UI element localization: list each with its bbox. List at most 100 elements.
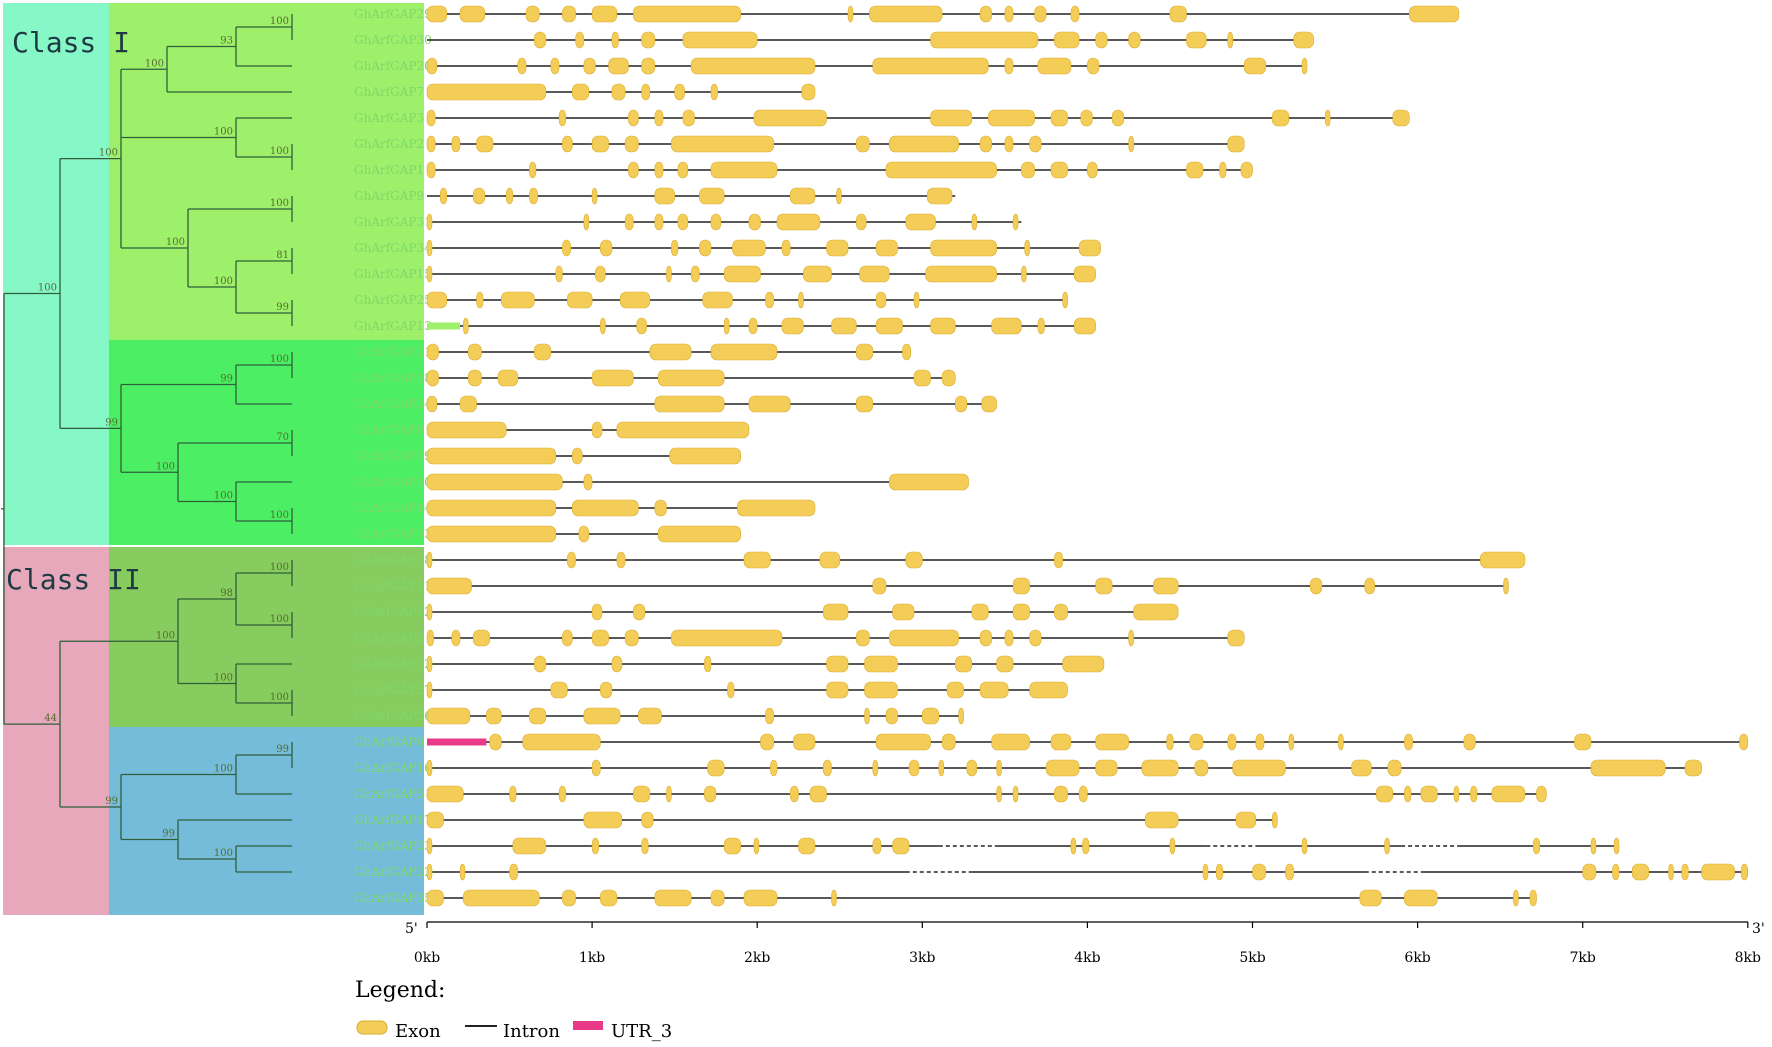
exon-block: [591, 421, 603, 439]
exon-block: [591, 187, 598, 205]
exon-block: [1050, 733, 1072, 751]
exon-block: [476, 135, 494, 153]
gene-label: GhArfGAP25: [354, 293, 432, 307]
gene-structures: [426, 5, 1749, 907]
exon-block: [888, 629, 959, 647]
exon-block: [991, 733, 1030, 751]
exon-block: [426, 473, 563, 491]
gene-structure-row: [426, 161, 1253, 179]
bootstrap-value: 99: [220, 374, 233, 385]
gene-structure-row: [426, 447, 741, 465]
bootstrap-value: 99: [105, 417, 118, 428]
gene-label: GhArfGAP19: [354, 449, 432, 463]
exon-block: [611, 83, 626, 101]
exon-block: [505, 187, 514, 205]
exon-block: [595, 265, 606, 283]
exon-block: [517, 57, 527, 75]
exon-block: [723, 837, 741, 855]
exon-block: [583, 473, 593, 491]
exon-block: [955, 655, 973, 673]
exon-block: [489, 733, 502, 751]
gene-label: GhArfGAP11: [354, 579, 432, 593]
exon-block: [1387, 759, 1402, 777]
bootstrap-value: 100: [214, 764, 233, 775]
exon-block: [1255, 733, 1265, 751]
gene-label: GhArfGAP7: [354, 85, 424, 99]
exon-block: [1054, 603, 1068, 621]
gene-structure-row: [426, 577, 1509, 595]
axis-tick-label: 6kb: [1404, 950, 1430, 966]
exon-block: [765, 291, 775, 309]
exon-block: [855, 395, 874, 413]
exon-block: [996, 655, 1014, 673]
exon-block: [525, 5, 540, 23]
exon-block: [743, 551, 771, 569]
exon-block: [1740, 863, 1749, 881]
bootstrap-value: 100: [214, 127, 233, 138]
exon-block: [690, 57, 816, 75]
exon-block: [1169, 837, 1176, 855]
exon-block: [819, 551, 841, 569]
gene-label: GhArfGAP16: [354, 761, 432, 775]
exon-block: [822, 603, 849, 621]
exon-block: [426, 551, 433, 569]
three-prime-label: 3': [1752, 921, 1765, 937]
exon-block: [1004, 135, 1014, 153]
exon-block: [555, 265, 563, 283]
gene-structure-row: [427, 733, 1749, 751]
exon-block: [1045, 759, 1080, 777]
exon-block: [1453, 785, 1460, 803]
exon-block: [1532, 837, 1541, 855]
exon-block: [1463, 733, 1476, 751]
gene-structure-row: [426, 707, 964, 725]
exon-block: [710, 213, 722, 231]
exon-block: [1095, 733, 1129, 751]
exon-block: [1288, 733, 1295, 751]
exon-block: [426, 291, 448, 309]
exon-block: [666, 785, 672, 803]
gene-structure-row: [426, 213, 1022, 231]
exon-block: [1111, 109, 1125, 127]
exon-block: [654, 213, 664, 231]
exon-block: [872, 759, 879, 777]
exon-block: [885, 707, 898, 725]
exon-block: [472, 187, 486, 205]
class-i-label: Class I: [12, 26, 130, 59]
exon-block: [855, 213, 867, 231]
gene-structure-row: [426, 421, 750, 439]
exon-block: [591, 369, 634, 387]
exon-block: [930, 31, 1039, 49]
gene-structure-row: [426, 681, 1068, 699]
exon-block: [1235, 811, 1257, 829]
exon-block: [500, 291, 535, 309]
exon-block: [1012, 577, 1030, 595]
exon-block: [809, 785, 827, 803]
exon-block: [710, 83, 718, 101]
exon-block: [941, 369, 956, 387]
subgroup-1-background: [109, 3, 424, 340]
gene-structure-row: [426, 395, 997, 413]
utr-segment: [427, 322, 461, 330]
exon-block: [1574, 733, 1592, 751]
bootstrap-value: 100: [145, 58, 164, 69]
exon-block: [905, 551, 923, 569]
exon-block: [671, 629, 783, 647]
exon-block: [723, 317, 730, 335]
bootstrap-value: 100: [270, 198, 289, 209]
exon-block: [671, 239, 679, 257]
exon-block: [1364, 577, 1375, 595]
exon-block: [451, 629, 461, 647]
gene-label: GhArfGAP28: [354, 553, 432, 567]
exon-block: [1252, 863, 1267, 881]
exon-block: [1054, 31, 1080, 49]
exon-block: [654, 395, 725, 413]
exon-block: [913, 291, 920, 309]
exon-block: [902, 343, 912, 361]
exon-block: [1409, 5, 1460, 23]
exon-block: [1070, 5, 1080, 23]
exon-block: [1404, 733, 1413, 751]
exon-block: [1293, 31, 1314, 49]
exon-block: [611, 655, 623, 673]
exon-block: [707, 759, 725, 777]
exon-block: [781, 239, 791, 257]
